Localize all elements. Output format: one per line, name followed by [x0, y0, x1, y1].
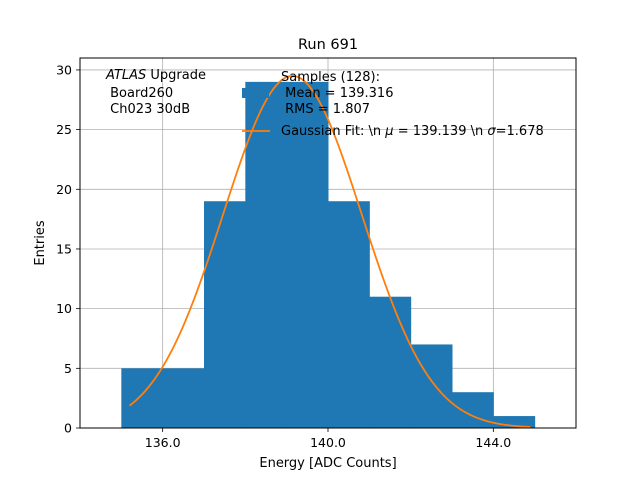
ticks: 136.0 140.0 144.0 0 5 10 15 20 25 30 — [56, 62, 511, 450]
annotation-line-1: ATLAS Upgrade — [105, 68, 206, 83]
y-tick-label: 30 — [56, 62, 72, 77]
gaussian-fit-line — [129, 75, 531, 428]
legend-fit-label: Gaussian Fit: \n μ = 139.139 \n σ=1.678 — [281, 124, 544, 139]
legend: Samples (128): Mean = 139.316 RMS = 1.80… — [242, 70, 544, 139]
legend-fit-mid: = 139.139 \n — [394, 124, 488, 139]
x-tick-label: 140.0 — [310, 435, 346, 450]
legend-hist-line-3: RMS = 1.807 — [281, 102, 370, 117]
legend-fit-suffix: =1.678 — [496, 124, 544, 139]
chart-title: Run 691 — [298, 37, 358, 53]
y-tick-label: 10 — [56, 301, 72, 316]
x-tick-label: 144.0 — [475, 435, 511, 450]
y-tick-label: 25 — [56, 122, 72, 137]
y-axis-label: Entries — [33, 220, 48, 266]
y-tick-label: 20 — [56, 182, 72, 197]
x-tick-label: 136.0 — [145, 435, 181, 450]
histogram-bar — [204, 201, 246, 428]
legend-fit-sigma: σ — [487, 124, 496, 139]
y-tick-label: 5 — [64, 361, 72, 376]
histogram-bar — [452, 392, 494, 428]
y-tick-label: 0 — [64, 421, 72, 436]
y-tick-label: 15 — [56, 241, 72, 256]
histogram-bar — [162, 368, 205, 428]
histogram-bar — [369, 296, 412, 428]
histogram-bar — [328, 201, 370, 428]
atlas-label: ATLAS — [105, 68, 146, 83]
annotation-line-2: Board260 — [106, 86, 173, 101]
legend-hist-line-1: Samples (128): — [281, 70, 380, 85]
histogram-bar — [286, 81, 329, 428]
legend-hist-swatch — [242, 88, 269, 98]
x-axis-label: Energy [ADC Counts] — [259, 456, 396, 471]
atlas-suffix: Upgrade — [146, 68, 206, 83]
annotation-line-3: Ch023 30dB — [106, 102, 190, 117]
legend-fit-prefix: Gaussian Fit: \n — [281, 124, 385, 139]
histogram-bar — [245, 81, 288, 428]
histogram-bars — [121, 81, 536, 428]
histogram-bar — [493, 416, 536, 428]
legend-hist-line-2: Mean = 139.316 — [281, 86, 393, 101]
legend-fit-mu: μ — [384, 124, 393, 139]
fit-curve-group — [129, 75, 531, 428]
annotation: ATLAS Upgrade Board260 Ch023 30dB — [105, 68, 206, 117]
